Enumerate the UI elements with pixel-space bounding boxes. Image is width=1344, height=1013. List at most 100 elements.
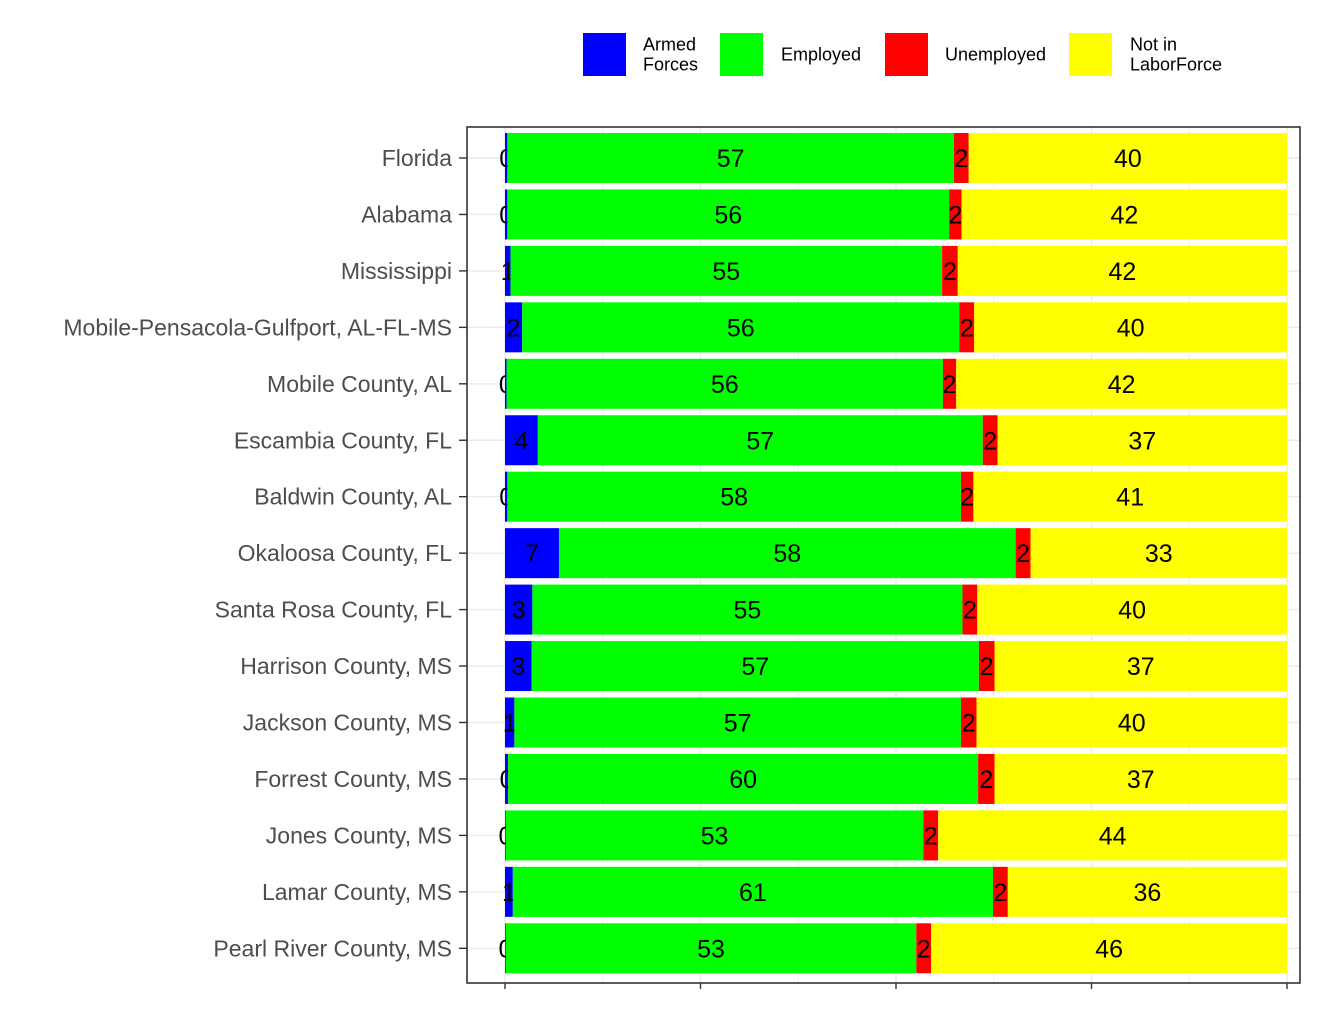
bar-data-label: 2 <box>507 314 521 342</box>
bar-segment <box>961 189 1287 240</box>
legend-label-line: Unemployed <box>945 45 1046 65</box>
bar-segment <box>512 866 993 917</box>
bar-segment <box>532 584 963 635</box>
bar-data-label: 2 <box>1016 540 1030 568</box>
bar-segment <box>960 697 977 748</box>
bar-segment <box>949 189 962 240</box>
bar-data-label: 33 <box>1145 540 1173 568</box>
bar-segment <box>505 923 506 974</box>
plot-panel-border <box>466 126 1301 984</box>
bar-segment <box>514 697 961 748</box>
bar-segment <box>507 471 961 522</box>
bar-data-label: 55 <box>734 597 762 625</box>
legend-label-line: Not in <box>1130 35 1177 55</box>
legend-label: Not in LaborForce <box>1130 35 1222 75</box>
category-label: Santa Rosa County, FL <box>215 597 453 623</box>
bar-data-label: 1 <box>502 879 516 907</box>
category-label: Escambia County, FL <box>234 427 452 453</box>
legend-label-line: LaborForce <box>1130 55 1222 75</box>
bar-data-label: 58 <box>720 484 748 512</box>
bar-segment <box>505 302 523 353</box>
bar-segment <box>505 753 509 804</box>
bar-data-label: 57 <box>724 710 752 738</box>
bar-segment <box>505 810 506 861</box>
bar-data-label: 3 <box>511 653 525 681</box>
bar-segment <box>558 528 1016 579</box>
bar-data-label: 37 <box>1127 766 1155 794</box>
bar-segment <box>507 189 950 240</box>
bar-segment <box>505 528 559 579</box>
bar-data-label: 44 <box>1099 822 1127 850</box>
bar-segment <box>994 641 1287 692</box>
bar-segment <box>505 245 511 296</box>
bar-data-label: 2 <box>963 597 977 625</box>
bar-segment <box>976 697 1287 748</box>
bar-segment <box>992 866 1008 917</box>
category-label: Okaloosa County, FL <box>238 540 453 566</box>
bar-data-label: 1 <box>503 710 517 738</box>
bar-data-label: 3 <box>512 597 526 625</box>
category-label: Forrest County, MS <box>254 766 452 792</box>
category-label: Florida <box>382 145 453 171</box>
bar-segment <box>960 471 974 522</box>
bar-segment <box>953 133 969 183</box>
bar-segment <box>537 415 983 466</box>
bar-segment <box>973 471 1287 522</box>
bar-data-label: 2 <box>924 822 938 850</box>
bar-segment <box>505 133 508 183</box>
bar-segment <box>977 584 1287 635</box>
bar-segment <box>938 810 1287 861</box>
bar-segment <box>968 133 1287 183</box>
bar-segment <box>1015 528 1031 579</box>
bar-segment <box>1030 528 1287 579</box>
bar-data-label: 56 <box>727 314 755 342</box>
bar-segment <box>959 302 975 353</box>
bar-segment <box>978 641 995 692</box>
bar-data-label: 2 <box>960 314 974 342</box>
bar-segment <box>505 358 507 409</box>
legend-label-line: Employed <box>781 45 861 65</box>
legend-key <box>1069 33 1112 76</box>
bar-data-label: 2 <box>943 258 957 286</box>
bar-data-label: 40 <box>1118 710 1146 738</box>
bar-data-label: 2 <box>948 201 962 229</box>
category-label: Pearl River County, MS <box>213 935 452 961</box>
bar-data-label: 57 <box>741 653 769 681</box>
bar-segment <box>931 923 1287 974</box>
bar-segment <box>982 415 998 466</box>
bar-segment <box>916 923 932 974</box>
bar-data-label: 57 <box>746 427 774 455</box>
category-label: Alabama <box>361 201 452 227</box>
bar-data-label: 58 <box>773 540 801 568</box>
bar-data-label: 53 <box>701 822 729 850</box>
bar-data-label: 57 <box>717 145 745 173</box>
bar-data-label: 2 <box>980 653 994 681</box>
category-label: Jones County, MS <box>266 822 452 848</box>
bar-data-label: 40 <box>1117 314 1145 342</box>
bar-segment <box>956 358 1287 409</box>
bar-segment <box>505 471 508 522</box>
category-label: Mobile County, AL <box>267 371 452 397</box>
bar-data-label: 2 <box>993 879 1007 907</box>
bar-segment <box>942 358 957 409</box>
bar-segment <box>978 753 995 804</box>
legend-label: Employed <box>781 45 861 65</box>
bar-segment <box>531 641 979 692</box>
bar-segment <box>505 923 917 974</box>
bar-segment <box>1007 866 1287 917</box>
bar-segment <box>505 415 538 466</box>
category-label: Mobile-Pensacola-Gulfport, AL-FL-MS <box>63 314 452 340</box>
bar-segment <box>508 753 979 804</box>
bar-data-label: 41 <box>1116 484 1144 512</box>
category-label: Harrison County, MS <box>240 653 452 679</box>
bar-data-label: 37 <box>1127 653 1155 681</box>
bar-segment <box>957 245 1287 296</box>
bar-data-label: 60 <box>729 766 757 794</box>
bar-segment <box>994 753 1287 804</box>
legend-key <box>720 33 763 76</box>
bar-data-label: 2 <box>954 145 968 173</box>
legend-key <box>583 33 626 76</box>
bar-segment <box>923 810 939 861</box>
